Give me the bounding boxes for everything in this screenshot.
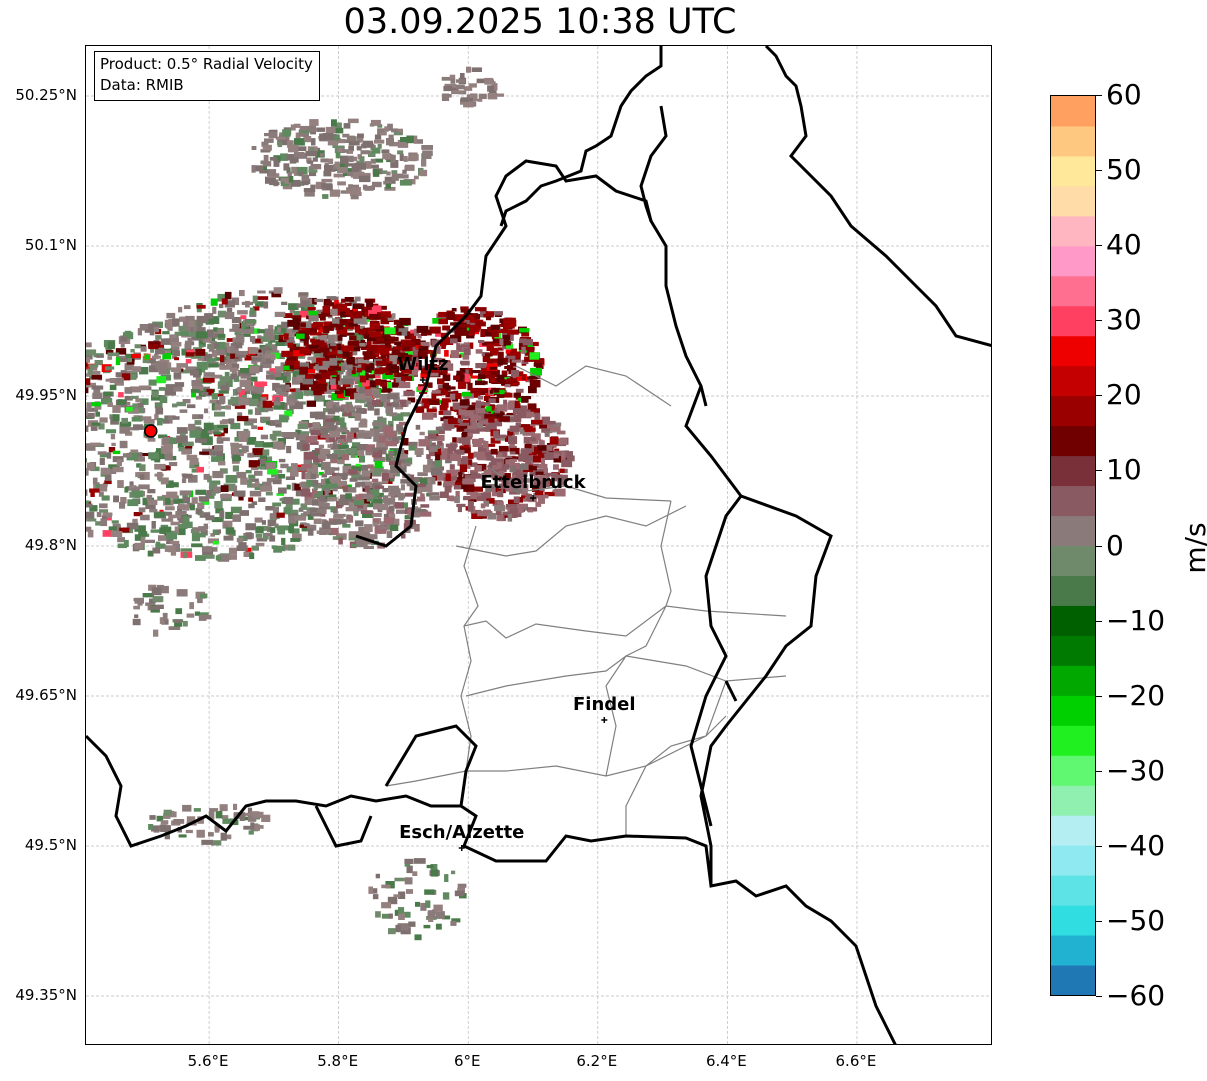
city-marker-icon: [601, 717, 608, 723]
colorbar-gradient: [1051, 96, 1095, 996]
city-label: Findel: [573, 694, 636, 715]
borders: [86, 46, 991, 1044]
colorbar-segment: [1051, 815, 1095, 846]
colorbar-unit-label: m/s: [1179, 522, 1207, 574]
colorbar-tick-label: −40: [1106, 828, 1166, 862]
gridlines: [86, 46, 991, 1044]
radar-echoes: [86, 66, 575, 941]
colorbar-tick-mark: [1096, 695, 1102, 697]
colorbar-segment: [1051, 455, 1095, 487]
city-label: Wiltz: [397, 354, 448, 375]
city-esch-alzette[interactable]: Esch/Alzette: [399, 822, 524, 851]
lon-tick-label: 6.6°E: [835, 1052, 877, 1070]
lat-tick-label: 49.95°N: [15, 386, 77, 404]
colorbar-segment: [1051, 845, 1095, 876]
colorbar-segment: [1051, 305, 1095, 337]
colorbar: [1050, 95, 1096, 996]
colorbar-segment: [1051, 425, 1095, 457]
colorbar-segment: [1051, 185, 1095, 217]
colorbar-segment: [1051, 875, 1095, 906]
colorbar-tick-mark: [1096, 170, 1102, 172]
colorbar-tick-label: −30: [1106, 753, 1166, 787]
city-ettelbruck[interactable]: Ettelbruck: [480, 472, 587, 501]
country-borders: [86, 46, 991, 1044]
map-canvas: Wiltz Ettelbruck Findel Esch/Alzette: [86, 46, 991, 1044]
colorbar-tick-mark: [1096, 920, 1102, 922]
city-label: Esch/Alzette: [399, 822, 524, 843]
colorbar-tick-mark: [1096, 395, 1102, 397]
colorbar-tick-label: −10: [1106, 603, 1166, 637]
city-markers: Wiltz Ettelbruck Findel Esch/Alzette: [397, 354, 636, 851]
city-marker-icon: [419, 377, 426, 383]
colorbar-tick-mark: [1096, 245, 1102, 247]
colorbar-tick-label: −60: [1106, 979, 1166, 1012]
colorbar-segment: [1051, 965, 1095, 996]
colorbar-segment: [1051, 905, 1095, 936]
luxembourg-cantons: [385, 365, 787, 836]
colorbar-tick-mark: [1096, 545, 1102, 547]
lat-tick-label: 50.1°N: [24, 236, 77, 254]
colorbar-segment: [1051, 275, 1095, 307]
lat-tick-label: 50.25°N: [15, 86, 77, 104]
info-product: Product: 0.5° Radial Velocity: [100, 55, 313, 73]
lat-tick-label: 49.65°N: [15, 686, 77, 704]
colorbar-tick-label: 0: [1106, 528, 1124, 562]
colorbar-segment: [1051, 755, 1095, 786]
colorbar-tick-mark: [1096, 620, 1102, 622]
page-title: 03.09.2025 10:38 UTC: [343, 2, 737, 42]
colorbar-segment: [1051, 545, 1095, 576]
info-data: Data: RMIB: [100, 76, 184, 94]
colorbar-tick-label: −20: [1106, 678, 1166, 712]
colorbar-tick-label: 10: [1106, 453, 1142, 487]
lat-tick-label: 49.5°N: [24, 836, 77, 854]
colorbar-tick-label: 60: [1106, 78, 1142, 111]
colorbar-segment: [1051, 725, 1095, 756]
lon-tick-label: 5.8°E: [317, 1052, 359, 1070]
colorbar-segment: [1051, 485, 1095, 517]
colorbar-tick-mark: [1096, 470, 1102, 472]
colorbar-segment: [1051, 935, 1095, 966]
lat-tick-label: 49.8°N: [24, 536, 77, 554]
city-findel[interactable]: Findel: [573, 694, 636, 723]
info-box: Product: 0.5° Radial Velocity Data: RMIB: [94, 51, 320, 101]
colorbar-segment: [1051, 635, 1095, 666]
lon-tick-label: 5.6°E: [187, 1052, 229, 1070]
city-label: Ettelbruck: [480, 472, 586, 493]
colorbar-segment: [1051, 245, 1095, 277]
colorbar-segment: [1051, 155, 1095, 187]
colorbar-segment: [1051, 335, 1095, 367]
north-border: [499, 46, 668, 227]
lat-tick-label: 49.35°N: [15, 986, 77, 1004]
colorbar-tick-mark: [1096, 320, 1102, 322]
colorbar-segment: [1051, 785, 1095, 816]
colorbar-tick-label: 40: [1106, 228, 1142, 262]
city-wiltz[interactable]: Wiltz: [397, 354, 449, 383]
colorbar-segment: [1051, 575, 1095, 606]
lon-tick-label: 6°E: [453, 1052, 481, 1070]
colorbar-segment: [1051, 695, 1095, 726]
colorbar-segment: [1051, 515, 1095, 546]
colorbar-tick-label: 30: [1106, 303, 1142, 337]
colorbar-segment: [1051, 215, 1095, 247]
colorbar-segment: [1051, 125, 1095, 157]
colorbar-tick-mark: [1096, 95, 1102, 96]
colorbar-segment: [1051, 365, 1095, 397]
colorbar-segment: [1051, 96, 1095, 127]
radar-map[interactable]: Wiltz Ettelbruck Findel Esch/Alzette: [85, 45, 992, 1045]
colorbar-tick-label: 50: [1106, 153, 1142, 187]
colorbar-tick-mark: [1096, 996, 1102, 997]
colorbar-segment: [1051, 665, 1095, 696]
colorbar-tick-mark: [1096, 845, 1102, 847]
colorbar-segment: [1051, 395, 1095, 427]
radar-site-marker[interactable]: [144, 424, 158, 438]
lon-tick-label: 6.2°E: [576, 1052, 618, 1070]
city-marker-icon: [530, 495, 537, 501]
colorbar-tick-label: 20: [1106, 378, 1142, 412]
colorbar-tick-label: −50: [1106, 903, 1166, 937]
colorbar-segment: [1051, 605, 1095, 636]
city-marker-icon: [458, 845, 465, 851]
lon-tick-label: 6.4°E: [705, 1052, 747, 1070]
colorbar-tick-mark: [1096, 770, 1102, 772]
